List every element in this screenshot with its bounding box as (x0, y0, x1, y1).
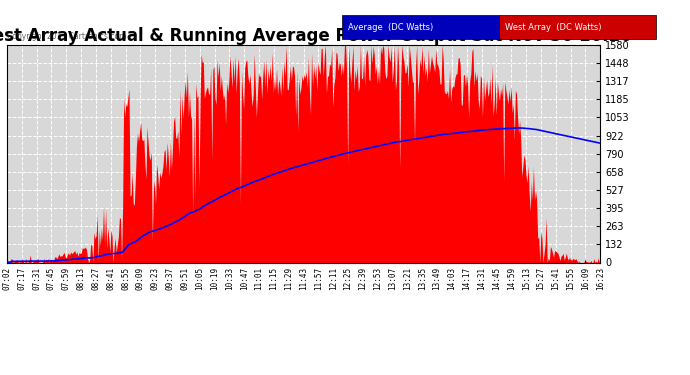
Bar (498, 15, 656, 39)
Title: West Array Actual & Running Average Power Output Sat Nov 30 16:26: West Array Actual & Running Average Powe… (0, 27, 632, 45)
Text: Average  (DC Watts): Average (DC Watts) (348, 22, 433, 32)
Bar (342, 15, 498, 39)
Text: Copyright 2013 Cartronics.com: Copyright 2013 Cartronics.com (7, 32, 126, 40)
Text: West Array  (DC Watts): West Array (DC Watts) (505, 22, 601, 32)
